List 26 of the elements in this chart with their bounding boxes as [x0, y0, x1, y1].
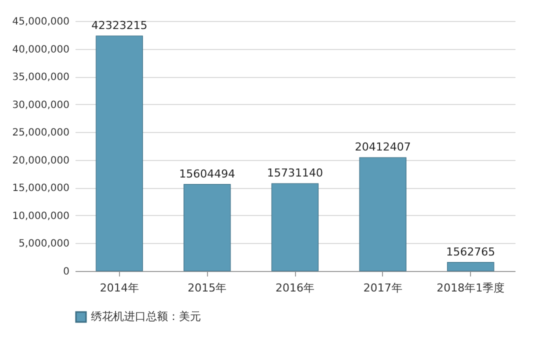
y-tick-label: 30,000,000: [12, 100, 70, 111]
y-tick-label: 10,000,000: [12, 210, 70, 222]
bar: [96, 36, 143, 272]
legend-label: 绣花机进口总额：美元: [91, 310, 201, 323]
bar: [271, 183, 319, 272]
data-label: 1562765: [446, 245, 496, 258]
x-tick-label: 2014年: [100, 282, 139, 294]
bar: [447, 262, 494, 272]
x-tick-label: 2016年: [276, 282, 314, 294]
x-tick-label: 2018年1季度: [436, 282, 505, 294]
y-tick-label: 35,000,000: [12, 72, 70, 84]
y-tick-label: 40,000,000: [12, 44, 70, 56]
y-tick-label: 45,000,000: [12, 16, 70, 28]
y-tick-label: 0: [63, 266, 70, 278]
bar: [359, 157, 406, 272]
y-tick-label: 15,000,000: [12, 183, 70, 194]
bar: [184, 184, 231, 272]
data-label: 15731140: [267, 166, 323, 180]
data-label: 42323215: [91, 18, 148, 32]
y-tick-label: 5,000,000: [18, 238, 70, 250]
x-tick-label: 2015年: [188, 282, 227, 294]
y-tick-label: 20,000,000: [12, 155, 70, 166]
x-tick-label: 2017年: [363, 282, 402, 294]
data-label: 20412407: [354, 140, 411, 154]
y-tick-label: 25,000,000: [12, 128, 70, 139]
data-label: 15604494: [179, 167, 236, 180]
